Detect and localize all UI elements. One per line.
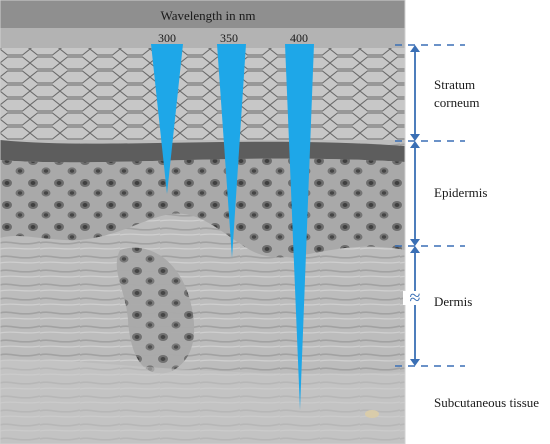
dermis-break-symbol: ≈ (410, 287, 421, 309)
wavelength-label-400: 400 (290, 31, 308, 45)
layer-range-arrows (410, 45, 420, 366)
wavelength-label-350: 350 (220, 31, 238, 45)
beam-350nm (217, 44, 246, 258)
layer-boundaries (395, 44, 465, 367)
layer-label-subcutaneous: Subcutaneous tissue (434, 395, 540, 410)
wavelength-title: Wavelength in nm (161, 8, 256, 23)
beam-300nm (151, 44, 183, 194)
wavelength-label-300: 300 (158, 31, 176, 45)
layer-label-stratum-corneum: Stratum corneum (434, 77, 480, 110)
beam-400nm (285, 44, 314, 410)
layer-label-epidermis: Epidermis (434, 185, 488, 200)
layer-label-dermis: Dermis (434, 294, 473, 309)
